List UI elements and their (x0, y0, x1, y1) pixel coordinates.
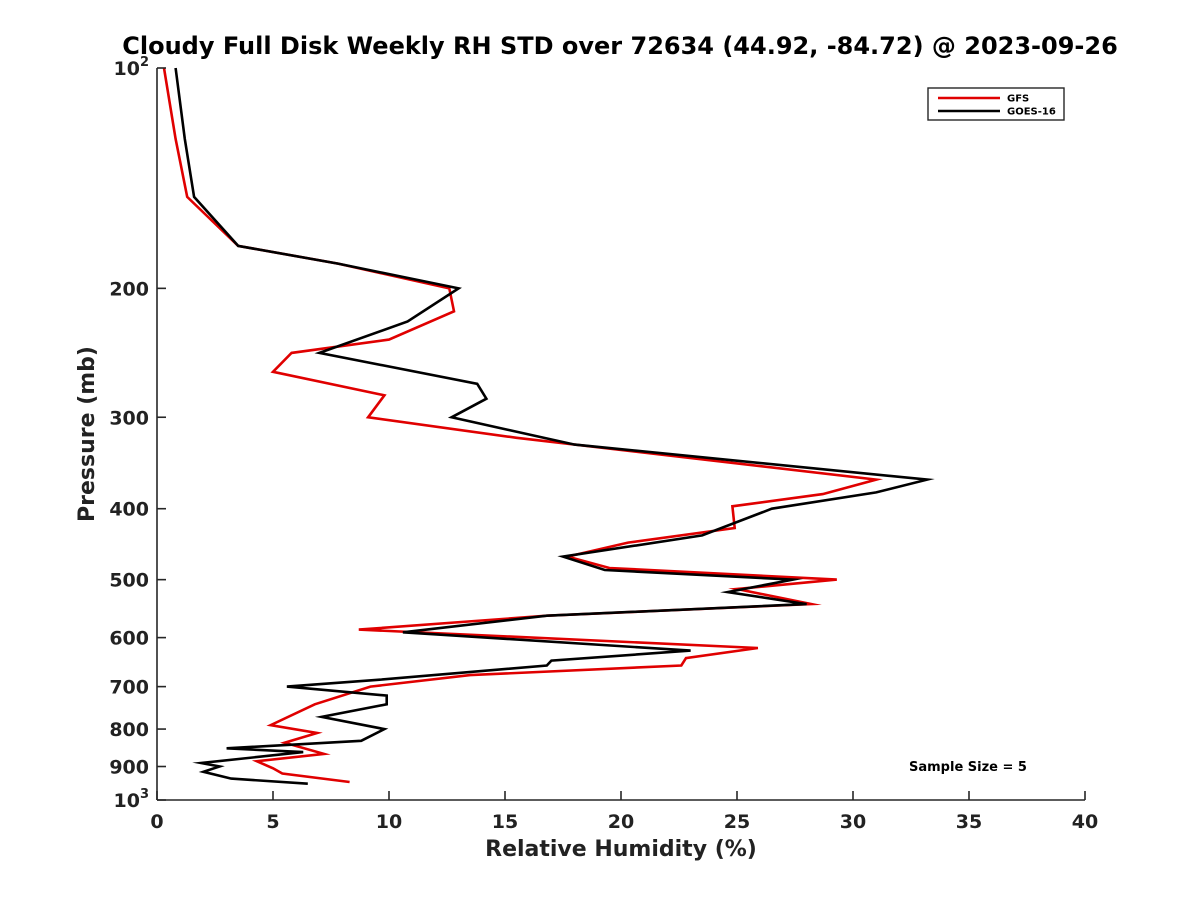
legend-label: GFS (1007, 94, 1029, 105)
y-tick-label: 600 (109, 628, 149, 650)
chart-title: Cloudy Full Disk Weekly RH STD over 7263… (122, 32, 1118, 60)
y-tick-label-power: 102 (114, 55, 150, 80)
x-axis-label: Relative Humidity (%) (485, 837, 757, 862)
x-tick-label: 25 (724, 811, 750, 833)
y-tick-label: 400 (109, 499, 149, 521)
y-tick-base: 10 (114, 58, 140, 80)
y-tick-label: 800 (109, 719, 149, 741)
x-tick-label: 15 (492, 811, 518, 833)
sample-size-annotation: Sample Size = 5 (909, 760, 1027, 775)
y-tick-exponent: 3 (140, 787, 149, 802)
legend-items: GFS GOES-16 (938, 94, 1056, 118)
legend: GFS GOES-16 (927, 87, 1065, 121)
x-tick-label: 40 (1072, 811, 1098, 833)
y-tick-label: 300 (109, 407, 149, 429)
x-tick-label: 20 (608, 811, 634, 833)
x-tick-label: 0 (150, 811, 163, 833)
x-tick-label: 30 (840, 811, 866, 833)
legend-box (927, 87, 1065, 121)
x-tick-label: 35 (956, 811, 982, 833)
y-tick-label: 700 (109, 677, 149, 699)
series-line-gfs (162, 67, 884, 784)
legend-label: GOES-16 (1007, 107, 1056, 118)
x-ticks: 0 5 10 15 20 25 30 35 40 (150, 791, 1098, 833)
y-tick-label: 500 (109, 570, 149, 592)
y-tick-label: 900 (109, 757, 149, 779)
y-axis-label: Pressure (mb) (75, 346, 100, 522)
x-tick-label: 10 (376, 811, 402, 833)
y-tick-base: 10 (114, 790, 140, 812)
y-tick-label-power: 103 (114, 787, 150, 812)
x-tick-label: 5 (266, 811, 279, 833)
y-tick-label: 200 (109, 278, 149, 300)
y-tick-exponent: 2 (140, 55, 149, 70)
series-layer (162, 67, 935, 785)
plot-area: 0 5 10 15 20 25 30 35 40 10220030040050060070080… (109, 55, 1098, 833)
series-line-goes-16 (174, 67, 935, 785)
